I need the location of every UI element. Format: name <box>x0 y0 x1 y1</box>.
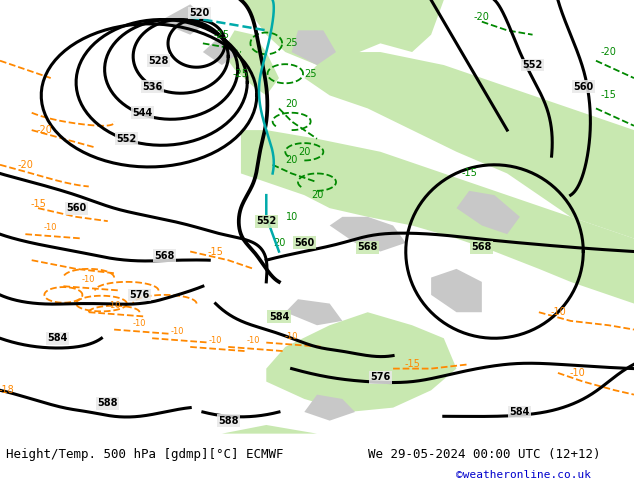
Text: -20: -20 <box>17 160 34 170</box>
Text: -10: -10 <box>569 368 585 378</box>
Polygon shape <box>456 191 520 234</box>
Text: Height/Temp. 500 hPa [gdmp][°C] ECMWF: Height/Temp. 500 hPa [gdmp][°C] ECMWF <box>6 448 284 461</box>
Text: -20: -20 <box>474 12 490 23</box>
Polygon shape <box>241 130 634 304</box>
Text: 20: 20 <box>285 99 298 109</box>
Text: -20: -20 <box>36 125 53 135</box>
Text: 20: 20 <box>285 155 298 166</box>
Text: 568: 568 <box>472 242 492 252</box>
Text: -15: -15 <box>207 246 224 257</box>
Text: -10: -10 <box>209 336 223 345</box>
Text: 20: 20 <box>273 238 285 248</box>
Text: 552: 552 <box>117 134 137 144</box>
Text: We 29-05-2024 00:00 UTC (12+12): We 29-05-2024 00:00 UTC (12+12) <box>368 448 600 461</box>
Text: 584: 584 <box>47 333 67 343</box>
Text: -10: -10 <box>247 336 261 345</box>
Polygon shape <box>330 217 406 251</box>
Text: -10: -10 <box>550 307 566 317</box>
Text: -10: -10 <box>44 223 58 232</box>
Text: 576: 576 <box>370 372 391 382</box>
Text: 552: 552 <box>522 60 543 70</box>
Text: 584: 584 <box>510 407 530 417</box>
Text: 552: 552 <box>256 216 276 226</box>
Polygon shape <box>431 269 482 312</box>
Text: 560: 560 <box>294 238 314 248</box>
Polygon shape <box>266 312 456 412</box>
Text: -15: -15 <box>30 199 46 209</box>
Text: -15: -15 <box>461 169 477 178</box>
Text: 10: 10 <box>285 212 298 222</box>
Polygon shape <box>304 52 634 239</box>
Text: 588: 588 <box>218 416 238 426</box>
Text: 568: 568 <box>155 251 175 261</box>
Polygon shape <box>304 394 355 420</box>
Text: 568: 568 <box>358 242 378 252</box>
Text: 560: 560 <box>573 82 593 92</box>
Text: 588: 588 <box>98 398 118 408</box>
Polygon shape <box>241 0 444 65</box>
Text: -15: -15 <box>600 90 617 100</box>
Text: 520: 520 <box>190 8 210 18</box>
Text: -15: -15 <box>404 359 420 369</box>
Polygon shape <box>222 30 279 96</box>
Text: 528: 528 <box>148 56 169 66</box>
Polygon shape <box>203 35 235 65</box>
Polygon shape <box>292 30 336 65</box>
Text: 576: 576 <box>129 290 150 300</box>
Polygon shape <box>222 425 317 434</box>
Text: -25: -25 <box>214 30 230 40</box>
Text: -20: -20 <box>600 47 617 57</box>
Text: -10: -10 <box>107 301 121 310</box>
Text: -10: -10 <box>171 327 184 336</box>
Text: 536: 536 <box>142 82 162 92</box>
Text: -18: -18 <box>0 385 14 395</box>
Text: 20: 20 <box>298 147 311 157</box>
Text: 20: 20 <box>311 190 323 200</box>
Text: -25: -25 <box>233 69 249 79</box>
Text: -10: -10 <box>133 318 146 328</box>
Text: 544: 544 <box>133 108 153 118</box>
Text: 25: 25 <box>304 69 317 79</box>
Text: -10: -10 <box>82 275 96 284</box>
Text: 584: 584 <box>269 312 289 321</box>
Polygon shape <box>158 4 209 35</box>
Text: -10: -10 <box>285 332 299 341</box>
Polygon shape <box>285 299 342 325</box>
Text: 560: 560 <box>66 203 86 213</box>
Text: ©weatheronline.co.uk: ©weatheronline.co.uk <box>456 470 592 480</box>
Text: 25: 25 <box>285 38 298 49</box>
